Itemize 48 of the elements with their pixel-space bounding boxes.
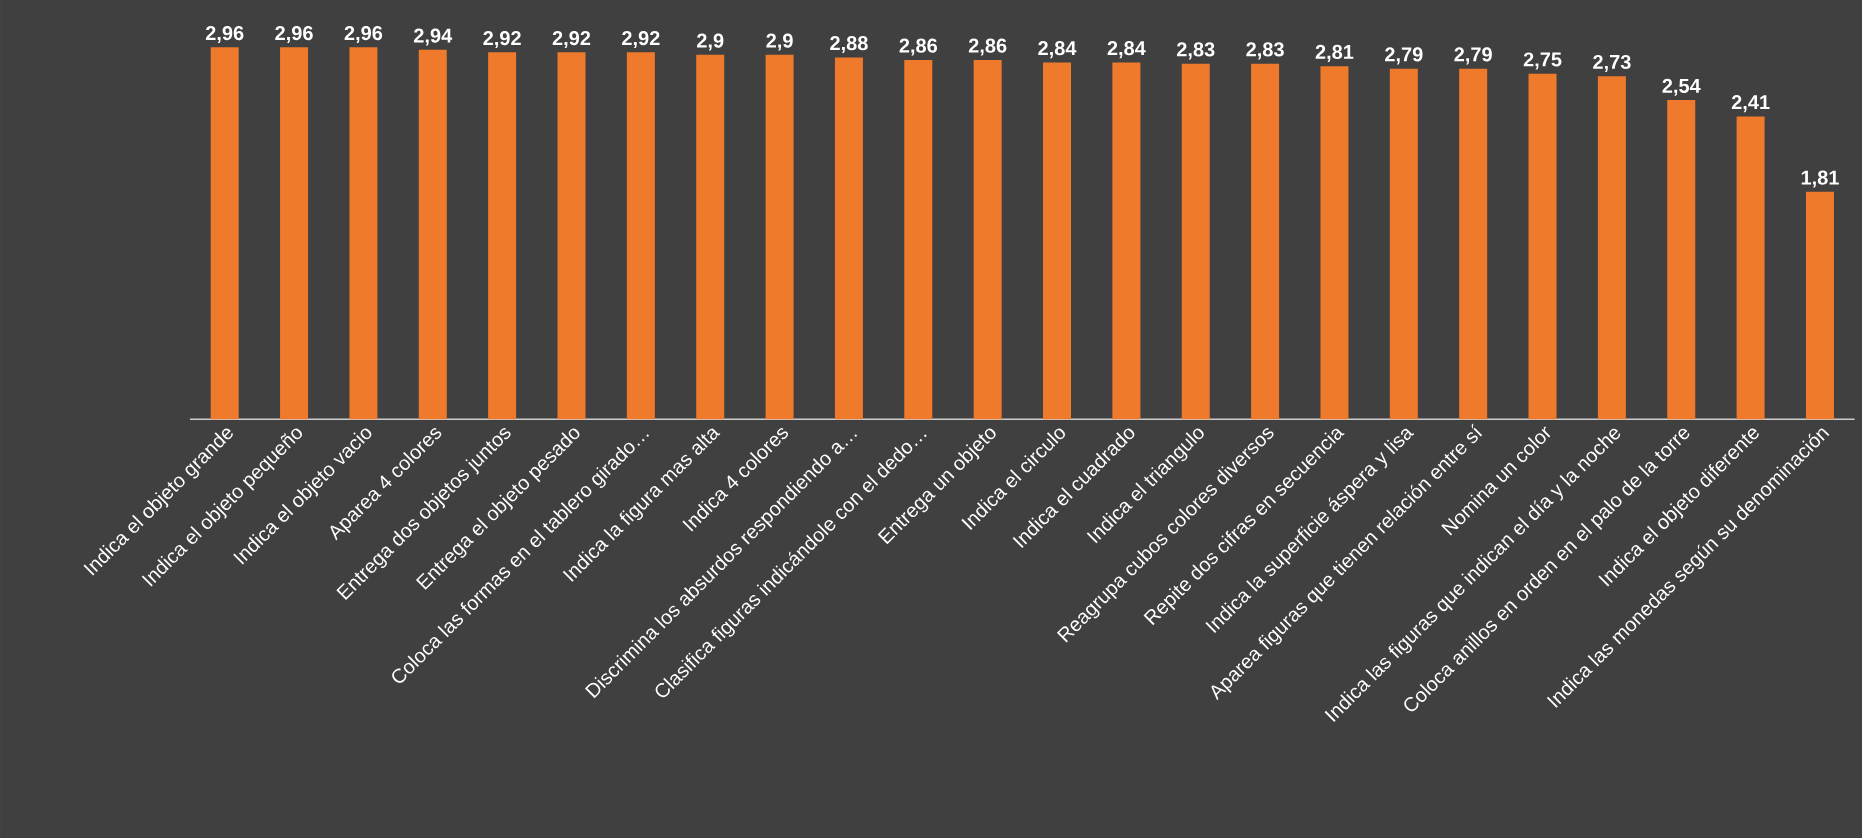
data-label: 1,81	[1801, 170, 1839, 188]
bar	[973, 59, 1002, 420]
bar	[696, 54, 725, 420]
bar	[1528, 73, 1557, 420]
data-label: 2,9	[766, 33, 793, 51]
data-label: 2,9	[697, 33, 724, 51]
data-label: 2,96	[205, 25, 244, 44]
data-label: 2,94	[414, 28, 453, 46]
bar	[1251, 63, 1280, 420]
data-label: 2,73	[1593, 54, 1631, 72]
bar	[1389, 68, 1418, 420]
data-label: 2,81	[1315, 44, 1354, 62]
bar	[1805, 191, 1834, 420]
data-label: 2,83	[1246, 42, 1284, 60]
data-label: 2,79	[1385, 47, 1423, 65]
data-label: 2,86	[899, 38, 938, 56]
bar	[1181, 63, 1210, 420]
bar	[904, 59, 933, 420]
data-label: 2,41	[1731, 95, 1770, 113]
data-label: 2,88	[830, 36, 868, 54]
bar	[488, 52, 517, 420]
bar	[210, 47, 239, 420]
data-label: 2,92	[483, 31, 521, 49]
data-label: 2,92	[552, 31, 591, 49]
bar	[1320, 66, 1349, 420]
data-label: 2,96	[275, 25, 313, 44]
bar	[626, 52, 655, 420]
data-label: 2,83	[1176, 42, 1215, 60]
data-label: 2,79	[1454, 47, 1492, 65]
bar	[765, 54, 794, 420]
bar	[280, 47, 309, 420]
data-label: 2,54	[1662, 78, 1701, 96]
bar	[1736, 116, 1765, 420]
data-label: 2,96	[344, 25, 383, 44]
bar	[1459, 68, 1488, 420]
data-label: 2,75	[1523, 52, 1562, 70]
bar	[1597, 76, 1626, 420]
data-label: 2,86	[968, 38, 1007, 56]
bar	[1112, 62, 1141, 420]
bar	[834, 57, 863, 420]
bar	[1667, 100, 1696, 420]
bar	[557, 52, 586, 420]
data-label: 2,84	[1107, 41, 1146, 59]
data-label: 2,84	[1038, 41, 1077, 59]
bar	[349, 47, 378, 420]
bar	[418, 49, 447, 420]
data-label: 2,92	[622, 31, 660, 49]
bar	[1043, 62, 1072, 420]
